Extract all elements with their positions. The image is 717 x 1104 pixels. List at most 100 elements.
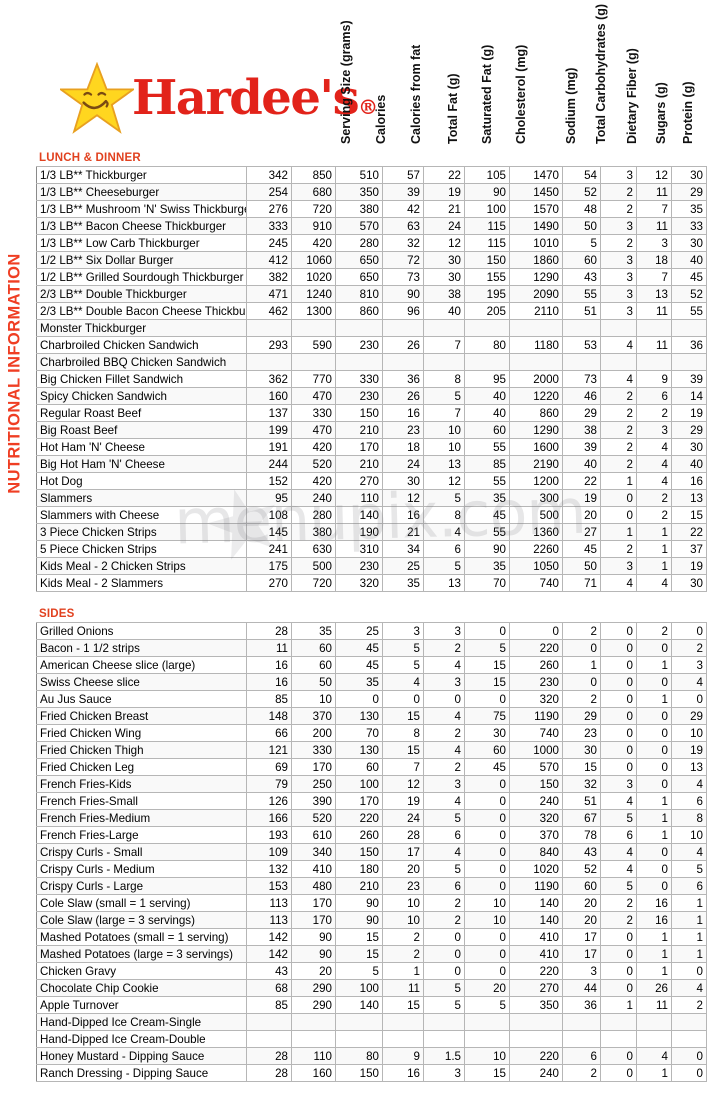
cell-total-fat-g: 42 <box>382 200 424 218</box>
item-name: Big Roast Beef <box>36 421 247 439</box>
cell-total-carbohydrates-g: 2 <box>562 1064 601 1082</box>
cell-serving-size-grams: 153 <box>246 877 292 895</box>
cell-sodium-mg: 300 <box>509 489 563 507</box>
column-header-calories-fat: Calories from fat <box>409 44 423 144</box>
cell-total-carbohydrates-g: 1 <box>562 656 601 674</box>
cell-calories: 280 <box>291 506 336 524</box>
cell-sugars-g: 11 <box>636 336 672 354</box>
cell-cholesterol-mg: 0 <box>464 860 510 878</box>
cell-total-fat-g: 36 <box>382 370 424 388</box>
cell-sodium-mg: 1050 <box>509 557 563 575</box>
table-row: Grilled Onions 28 35 25 3 3 0 0 2 0 2 0 <box>36 622 707 640</box>
cell-calories-from-fat: 35 <box>335 673 383 691</box>
cell-serving-size-grams: 362 <box>246 370 292 388</box>
cell-dietary-fiber-g: 0 <box>600 758 637 776</box>
cell-saturated-fat-g: 2 <box>423 758 465 776</box>
item-name: Chicken Gravy <box>36 962 247 980</box>
cell-total-fat-g: 5 <box>382 639 424 657</box>
cell-sugars-g: 1 <box>636 557 672 575</box>
cell-calories-from-fat <box>335 319 383 337</box>
cell-total-carbohydrates-g: 23 <box>562 724 601 742</box>
cell-cholesterol-mg: 35 <box>464 489 510 507</box>
cell-cholesterol-mg: 0 <box>464 826 510 844</box>
cell-calories: 720 <box>291 200 336 218</box>
cell-total-carbohydrates-g: 71 <box>562 574 601 592</box>
cell-calories: 90 <box>291 945 336 963</box>
column-header-dietary-fiber: Dietary Fiber (g) <box>625 48 639 144</box>
cell-cholesterol-mg: 80 <box>464 336 510 354</box>
cell-sodium-mg: 2000 <box>509 370 563 388</box>
cell-protein-g: 4 <box>671 775 707 793</box>
cell-serving-size-grams: 66 <box>246 724 292 742</box>
cell-calories-from-fat: 860 <box>335 302 383 320</box>
cell-sugars-g: 2 <box>636 506 672 524</box>
table-row: Big Chicken Fillet Sandwich 362 770 330 36 8 9… <box>36 370 707 388</box>
item-name: French Fries-Medium <box>36 809 247 827</box>
cell-sodium-mg <box>509 319 563 337</box>
column-header-carbohydrates: Total Carbohydrates (g) <box>594 3 608 144</box>
cell-calories-from-fat: 210 <box>335 877 383 895</box>
vertical-section-title-label: NUTRITIONAL INFORMATION <box>5 253 24 494</box>
cell-total-fat-g: 1 <box>382 962 424 980</box>
cell-sugars-g: 1 <box>636 809 672 827</box>
table-row: Big Roast Beef 199 470 210 23 10 60 1290 38 2 3 29 <box>36 421 707 439</box>
cell-protein-g: 30 <box>671 574 707 592</box>
item-name: Mashed Potatoes (large = 3 servings) <box>36 945 247 963</box>
cell-calories-from-fat <box>335 1030 383 1048</box>
cell-protein-g: 1 <box>671 928 707 946</box>
cell-calories: 1020 <box>291 268 336 286</box>
cell-saturated-fat-g: 5 <box>423 860 465 878</box>
item-name: 1/3 LB** Bacon Cheese Thickburger <box>36 217 247 235</box>
item-name: Big Chicken Fillet Sandwich <box>36 370 247 388</box>
cell-protein-g: 14 <box>671 387 707 405</box>
cell-sodium-mg: 220 <box>509 962 563 980</box>
column-header-serving-size: Serving Size (grams) <box>339 20 353 144</box>
cell-total-fat-g: 23 <box>382 877 424 895</box>
cell-calories-from-fat: 90 <box>335 911 383 929</box>
cell-calories-from-fat: 110 <box>335 489 383 507</box>
cell-total-carbohydrates-g: 46 <box>562 387 601 405</box>
cell-sugars-g: 1 <box>636 928 672 946</box>
cell-sodium-mg: 140 <box>509 911 563 929</box>
cell-dietary-fiber-g: 3 <box>600 166 637 184</box>
cell-total-carbohydrates-g: 0 <box>562 673 601 691</box>
cell-total-fat-g: 18 <box>382 438 424 456</box>
table-row: French Fries-Large 193 610 260 28 6 0 370 78 6 1 10 <box>36 826 707 844</box>
item-name: Big Hot Ham 'N' Cheese <box>36 455 247 473</box>
cell-saturated-fat-g: 4 <box>423 656 465 674</box>
cell-dietary-fiber-g: 3 <box>600 557 637 575</box>
cell-calories-from-fat: 810 <box>335 285 383 303</box>
item-name: 3 Piece Chicken Strips <box>36 523 247 541</box>
column-header-sodium: Sodium (mg) <box>564 67 578 144</box>
item-name: American Cheese slice (large) <box>36 656 247 674</box>
cell-sodium-mg: 1450 <box>509 183 563 201</box>
cell-sugars-g: 1 <box>636 792 672 810</box>
cell-sugars-g: 3 <box>636 421 672 439</box>
item-name: 1/3 LB** Mushroom 'N' Swiss Thickburger <box>36 200 247 218</box>
cell-sodium-mg: 370 <box>509 826 563 844</box>
cell-calories-from-fat: 220 <box>335 809 383 827</box>
cell-protein-g: 15 <box>671 506 707 524</box>
cell-cholesterol-mg: 30 <box>464 724 510 742</box>
cell-protein-g: 45 <box>671 268 707 286</box>
cell-sugars-g: 0 <box>636 758 672 776</box>
cell-total-fat-g <box>382 1030 424 1048</box>
item-name: Slammers <box>36 489 247 507</box>
cell-total-fat-g: 24 <box>382 809 424 827</box>
cell-sodium-mg: 1190 <box>509 707 563 725</box>
cell-calories-from-fat: 70 <box>335 724 383 742</box>
cell-protein-g <box>671 1013 707 1031</box>
cell-protein-g: 0 <box>671 690 707 708</box>
cell-sugars-g: 7 <box>636 268 672 286</box>
cell-dietary-fiber-g: 3 <box>600 302 637 320</box>
cell-sodium-mg: 410 <box>509 945 563 963</box>
cell-sodium-mg: 140 <box>509 894 563 912</box>
cell-saturated-fat-g: 30 <box>423 251 465 269</box>
item-name: 1/3 LB** Low Carb Thickburger <box>36 234 247 252</box>
cell-calories: 720 <box>291 574 336 592</box>
cell-total-fat-g: 72 <box>382 251 424 269</box>
cell-dietary-fiber-g: 2 <box>600 234 637 252</box>
cell-total-carbohydrates-g: 6 <box>562 1047 601 1065</box>
item-name: Crispy Curls - Small <box>36 843 247 861</box>
cell-calories: 610 <box>291 826 336 844</box>
